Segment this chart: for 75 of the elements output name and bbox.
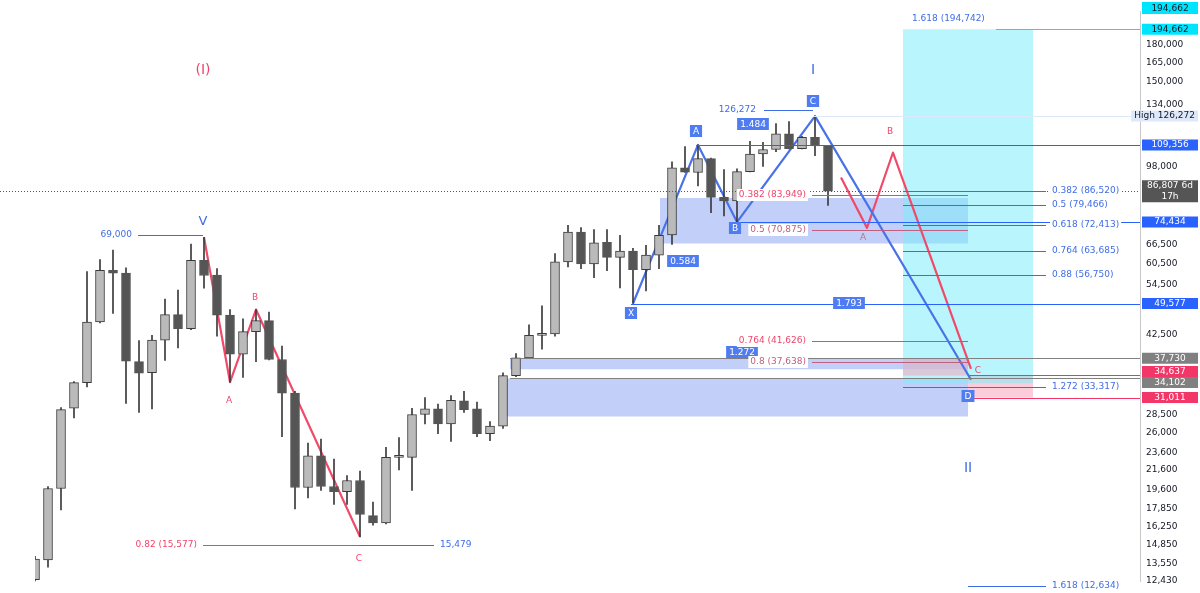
candlestick [420,397,430,425]
annotation: I [810,60,816,77]
annotation: 0.5 (79,466) [1052,199,1108,210]
ref-line-label: 86,807 6d 17h [1147,180,1193,202]
y-tick-label: 13,550 [1146,557,1178,568]
annotation: 0.5 (70,875) [750,224,806,235]
candlestick [537,305,547,350]
ref-line-label: 37,730 [1154,352,1187,363]
ref-line-label: High 126,272 [1134,110,1195,121]
annotation: B [886,126,894,137]
y-tick-label: 14,850 [1146,539,1178,550]
y-tick-label: 60,500 [1146,257,1178,268]
annotation: D [964,390,972,401]
annotation: 0.82 (15,577) [135,539,197,550]
y-tick-label: 19,600 [1146,483,1178,494]
annotation: 1.272 (33,317) [1052,381,1120,392]
y-tick-label: 180,000 [1146,39,1184,50]
y-tick-label: 66,500 [1146,238,1178,249]
annotation: 1.618 (194,742) [912,13,985,24]
annotation: C [974,365,982,376]
annotation: 1.484 [740,118,767,129]
annotation: 0.8 (37,638) [750,356,806,367]
ref-line-label: 49,577 [1154,297,1186,308]
annotation: 15,479 [440,539,472,550]
annotation: B [731,222,739,233]
y-tick-label: 98,000 [1146,161,1178,172]
candlestick [134,340,144,413]
y-tick-label: 42,500 [1146,328,1178,339]
y-tick-label: 26,000 [1146,427,1178,438]
annotation: 0.764 (63,685) [1052,245,1120,256]
annotation: 1.793 [836,297,862,308]
y-tick-label: 12,430 [1146,575,1178,586]
annotation: 0.382 (86,520) [1052,185,1120,196]
y-tick-label: 28,500 [1146,408,1178,419]
ref-line-label: 34,102 [1154,376,1186,387]
annotation: 0.88 (56,750) [1052,269,1114,280]
annotation: B [251,292,259,303]
y-tick-label: 165,000 [1146,56,1184,67]
y-tick-label: 54,500 [1146,278,1178,289]
ref-line-label: 74,434 [1154,216,1187,227]
candlestick [758,141,768,167]
text: 194,662 [1151,2,1189,13]
ref-line-label: 34,637 [1154,365,1186,376]
y-tick-label: 17,850 [1146,502,1178,513]
annotation: C [355,553,363,564]
annotation: A [692,125,700,136]
annotation: 0.584 [670,255,697,266]
annotation: (I) [195,60,211,77]
annotation: X [627,307,635,318]
annotation: 1.618 (12,634) [1052,580,1120,591]
ref-line-label: 194,662 [1151,23,1189,34]
annotation: V [198,213,208,229]
candlestick [394,437,404,471]
y-tick-label: 16,250 [1146,521,1178,532]
ref-line-label: 31,011 [1154,391,1186,402]
y-tick-label: 134,000 [1146,98,1184,109]
y-tick-label: 21,600 [1146,464,1178,475]
annotation: 0.382 (83,949) [738,189,806,200]
candlestick [680,146,690,173]
candlestick [251,309,261,362]
annotation: 69,000 [100,229,133,240]
candlestick [810,115,820,156]
annotation: A [859,232,867,243]
annotation: 0.618 (72,413) [1052,219,1120,230]
y-tick-label: 23,600 [1146,446,1178,457]
y-tick-label: 150,000 [1146,75,1184,86]
ref-line-label: 109,356 [1151,139,1189,150]
annotation: 1.272 [729,346,755,357]
annotation: C [809,95,817,106]
annotation: II [963,458,973,475]
candlestick [329,458,339,505]
annotation: A [225,395,233,406]
candlestick [615,234,625,289]
annotation: 0.764 (41,626) [738,335,806,346]
annotation: 126,272 [718,104,756,115]
